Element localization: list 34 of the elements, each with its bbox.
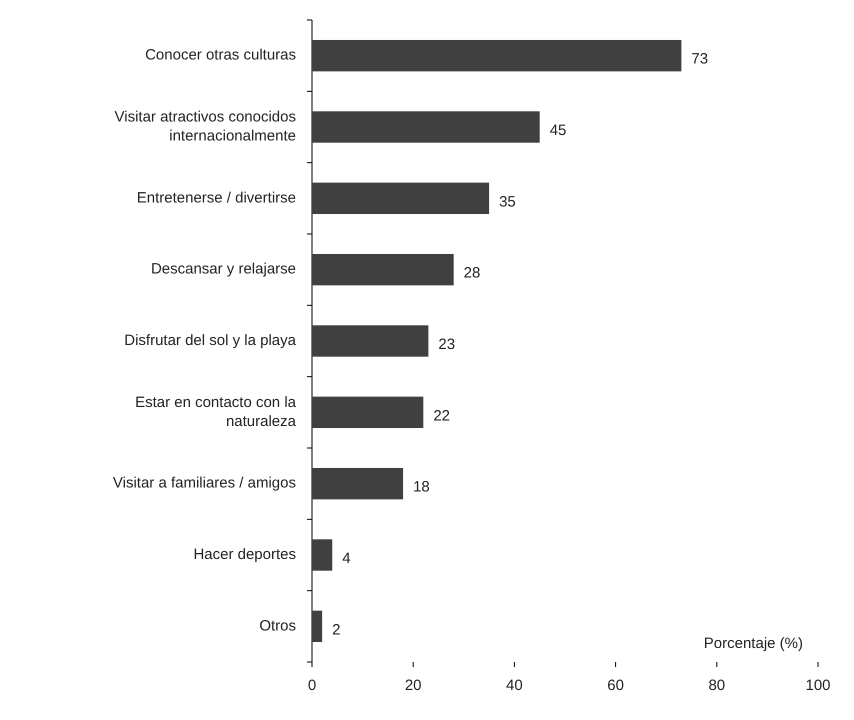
data-label: 4 [342, 550, 351, 567]
y-tick-label: Entretenerse / divertirse [136, 189, 296, 206]
y-tick-label: Otros [259, 617, 296, 634]
data-label: 18 [413, 478, 430, 496]
bar [312, 468, 404, 500]
x-tick-label: 80 [708, 677, 726, 694]
bar [312, 182, 490, 214]
y-tick-label: Descansar y relajarse [150, 260, 296, 278]
x-tick-label: 20 [404, 677, 422, 694]
y-tick-label: Visitar atractivos conocidos internacionalmente [114, 108, 296, 144]
bar [312, 396, 424, 428]
x-tick-label: 60 [607, 677, 624, 694]
bar [312, 111, 540, 143]
data-label: 35 [499, 193, 516, 210]
x-tick-label: 0 [308, 677, 316, 694]
y-tick-label: Disfrutar del sol y la playa [124, 332, 297, 349]
x-tick-label: 100 [805, 677, 831, 694]
data-label: 22 [433, 407, 450, 424]
bar [312, 325, 428, 357]
y-tick-label: Visitar a familiares / amigos [112, 474, 296, 492]
x-tick-label: 40 [506, 677, 523, 694]
bar [312, 254, 454, 286]
y-tick-label: Estar en contacto con la naturaleza [135, 394, 297, 430]
data-label: 45 [550, 122, 566, 139]
y-tick-label: Hacer deportes [193, 546, 296, 563]
y-tick-label: Conocer otras culturas [145, 46, 296, 64]
data-label: 23 [438, 336, 456, 353]
data-label: 73 [691, 50, 708, 68]
bar [312, 539, 332, 571]
data-label: 2 [332, 621, 340, 638]
bar [312, 40, 682, 72]
bar [312, 610, 322, 642]
x-axis-title: Porcentaje (%) [704, 635, 803, 652]
data-label: 28 [464, 264, 480, 282]
